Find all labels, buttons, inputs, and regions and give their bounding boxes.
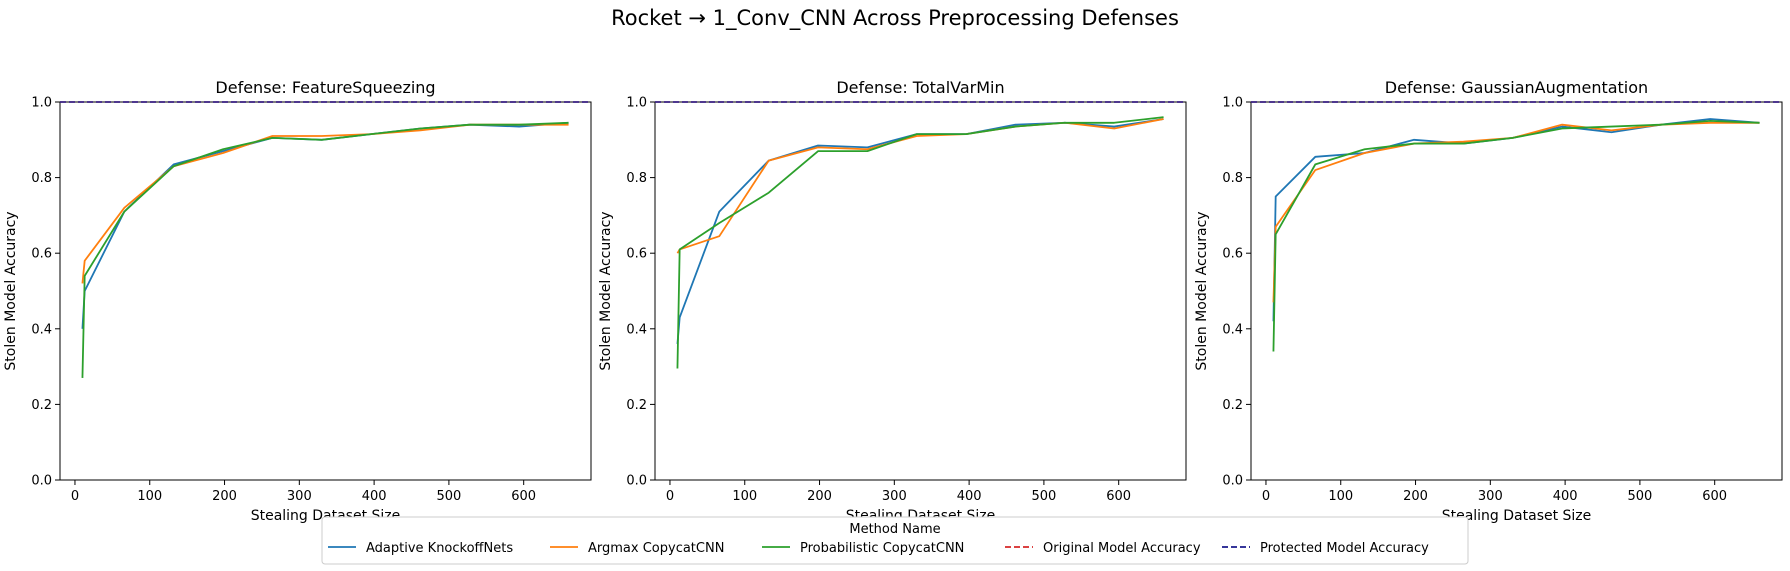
subplot-title: Defense: GaussianAugmentation — [1385, 78, 1648, 97]
subplots: Defense: FeatureSqueezing 0 100 200 300 400 50… — [3, 78, 1783, 524]
legend-frame — [321, 516, 1469, 565]
x-tick-label: 600 — [511, 489, 536, 504]
y-axis-label: Stolen Model Accuracy — [1194, 211, 1210, 370]
x-axis-label: Stealing Dataset Size — [1442, 508, 1592, 524]
legend-item-argmax-copycatcnn: Argmax CopycatCNN — [550, 541, 724, 556]
series-line-probabilistic-copycatcnn — [81, 121, 569, 378]
x-tick-label: 100 — [1328, 489, 1353, 504]
y-tick-label: 0.6 — [31, 247, 52, 262]
y-tick-label: 0.4 — [1222, 322, 1243, 337]
x-tick-label: 300 — [287, 489, 312, 504]
subplot-title: Defense: TotalVarMin — [836, 78, 1004, 97]
y-tick-label: 1.0 — [31, 96, 52, 111]
series-line-probabilistic-copycatcnn — [676, 116, 1164, 369]
x-tick-label: 300 — [1478, 489, 1503, 504]
x-tick-label: 600 — [1702, 489, 1727, 504]
y-tick-label: 0.0 — [1222, 474, 1243, 489]
legend-items: Adaptive KnockoffNets Argmax CopycatCNN Pr… — [328, 541, 1429, 556]
y-axis-label: Stolen Model Accuracy — [3, 211, 19, 370]
subplot-2: Defense: TotalVarMin 0 100 200 300 400 500 600 0… — [598, 78, 1187, 524]
legend-label: Argmax CopycatCNN — [588, 541, 724, 556]
legend: Method Name Adaptive KnockoffNets Argmax … — [321, 516, 1469, 565]
plot-area — [60, 101, 591, 378]
series-line-adaptive-knockoffnets — [1272, 118, 1760, 322]
plot-area — [1251, 101, 1782, 352]
legend-label: Original Model Accuracy — [1043, 541, 1201, 556]
legend-label: Probabilistic CopycatCNN — [800, 541, 964, 556]
series-line-argmax-copycatcnn — [81, 123, 569, 284]
x-tick-label: 0 — [71, 489, 79, 504]
y-axis-label: Stolen Model Accuracy — [598, 211, 614, 370]
legend-label: Adaptive KnockoffNets — [366, 541, 513, 556]
x-tick-label: 400 — [1553, 489, 1578, 504]
legend-title: Method Name — [849, 522, 940, 537]
x-tick-label: 100 — [732, 489, 757, 504]
x-tick-label: 500 — [436, 489, 461, 504]
x-tick-label: 500 — [1031, 489, 1056, 504]
axes-frame — [1250, 101, 1783, 481]
x-tick-label: 0 — [666, 489, 674, 504]
legend-item-original-model-accuracy: Original Model Accuracy — [1005, 541, 1201, 556]
legend-label: Protected Model Accuracy — [1260, 541, 1429, 556]
x-tick-label: 300 — [882, 489, 907, 504]
x-tick-label: 200 — [807, 489, 832, 504]
y-tick-label: 0.6 — [1222, 247, 1243, 262]
legend-item-probabilistic-copycatcnn: Probabilistic CopycatCNN — [762, 541, 964, 556]
plot-area — [655, 101, 1186, 369]
y-tick-label: 0.4 — [626, 322, 647, 337]
x-tick-label: 400 — [957, 489, 982, 504]
x-tick-label: 200 — [212, 489, 237, 504]
x-tick-label: 400 — [362, 489, 387, 504]
series-line-argmax-copycatcnn — [676, 118, 1164, 254]
series-line-probabilistic-copycatcnn — [1272, 120, 1760, 352]
y-tick-label: 1.0 — [626, 96, 647, 111]
y-tick-label: 0.2 — [626, 398, 647, 413]
x-tick-label: 0 — [1262, 489, 1270, 504]
legend-item-protected-model-accuracy: Protected Model Accuracy — [1222, 541, 1429, 556]
y-tick-label: 0.8 — [31, 171, 52, 186]
subplot-title: Defense: FeatureSqueezing — [215, 78, 435, 97]
series-line-argmax-copycatcnn — [1272, 121, 1760, 303]
subplot-3: Defense: GaussianAugmentation 0 100 200 300 4… — [1194, 78, 1783, 524]
y-tick-label: 0.0 — [626, 474, 647, 489]
y-tick-label: 0.8 — [1222, 171, 1243, 186]
y-tick-label: 0.6 — [626, 247, 647, 262]
x-tick-label: 200 — [1403, 489, 1428, 504]
y-tick-label: 0.2 — [1222, 398, 1243, 413]
x-tick-label: 600 — [1106, 489, 1131, 504]
series-line-adaptive-knockoffnets — [676, 118, 1164, 344]
subplot-1: Defense: FeatureSqueezing 0 100 200 300 400 50… — [3, 78, 592, 524]
y-tick-label: 0.0 — [31, 474, 52, 489]
figure-title: Rocket → 1_Conv_CNN Across Preprocessing… — [611, 6, 1179, 31]
axes-frame — [654, 101, 1187, 481]
y-tick-label: 0.4 — [31, 322, 52, 337]
axes-frame — [59, 101, 592, 481]
x-tick-label: 500 — [1627, 489, 1652, 504]
series-line-adaptive-knockoffnets — [81, 121, 569, 329]
x-tick-label: 100 — [137, 489, 162, 504]
y-tick-label: 0.8 — [626, 171, 647, 186]
legend-item-adaptive-knockoffnets: Adaptive KnockoffNets — [328, 541, 513, 556]
y-tick-label: 0.2 — [31, 398, 52, 413]
y-tick-label: 1.0 — [1222, 96, 1243, 111]
